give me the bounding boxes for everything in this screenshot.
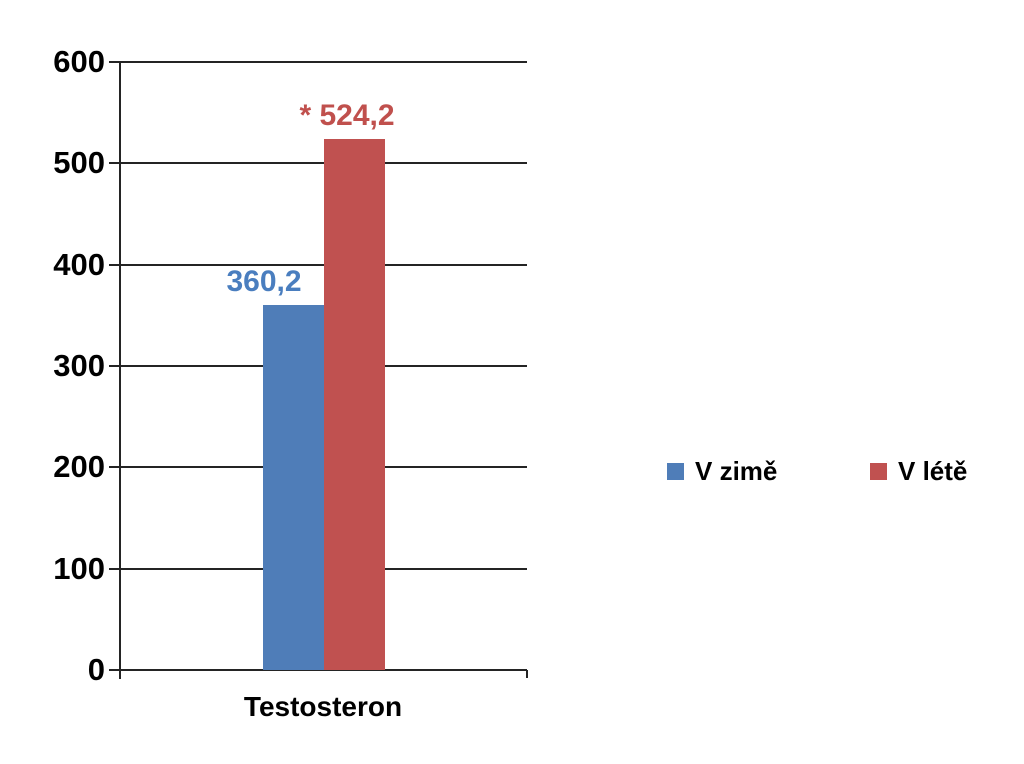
y-tick-300 bbox=[109, 365, 120, 367]
legend-label: V létě bbox=[898, 455, 968, 486]
y-tick-label-600: 600 bbox=[53, 44, 105, 79]
data-label-series-1: * 524,2 bbox=[299, 98, 395, 132]
legend-item-0: V zimě bbox=[667, 456, 777, 486]
y-tick-500 bbox=[109, 162, 120, 165]
legend-item-1: V létě bbox=[870, 456, 967, 486]
x-category-label: Testosteron bbox=[243, 691, 403, 722]
y-tick-100 bbox=[109, 567, 120, 570]
legend-label: V zimě bbox=[695, 455, 778, 486]
bar-series-1 bbox=[323, 138, 385, 670]
y-tick-label-0: 0 bbox=[87, 652, 105, 687]
y-tick-200 bbox=[109, 466, 120, 469]
y-tick-label-500: 500 bbox=[53, 145, 105, 181]
y-tick-label-300: 300 bbox=[53, 348, 105, 383]
x-axis-end-tick bbox=[526, 670, 528, 678]
y-tick-label-100: 100 bbox=[53, 550, 105, 586]
y-tick-label-400: 400 bbox=[53, 246, 105, 282]
y-axis bbox=[119, 62, 121, 679]
x-axis bbox=[109, 669, 527, 671]
bar-series-0 bbox=[262, 304, 324, 670]
y-tick-400 bbox=[109, 263, 120, 266]
legend-swatch-icon bbox=[667, 462, 684, 480]
legend-swatch-icon bbox=[870, 462, 887, 480]
gridline-600 bbox=[120, 61, 527, 63]
y-tick-600 bbox=[109, 61, 120, 63]
y-tick-label-200: 200 bbox=[53, 449, 105, 485]
data-label-series-0: 360,2 bbox=[226, 264, 302, 298]
